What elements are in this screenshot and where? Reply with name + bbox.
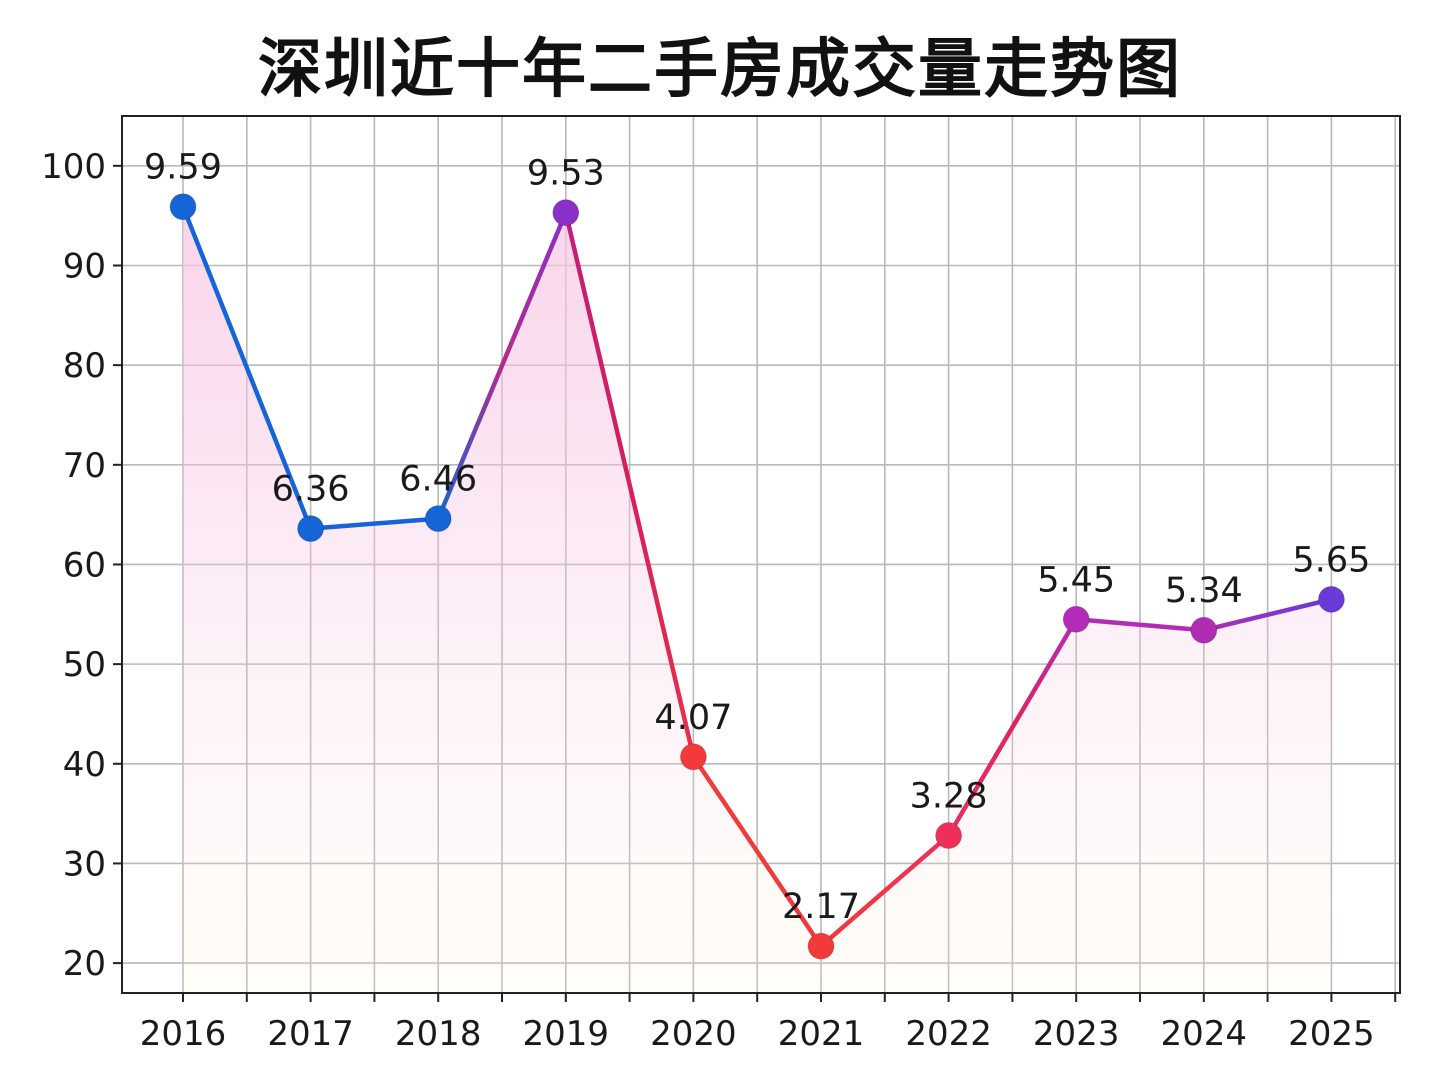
y-tick-label: 100 [41, 147, 106, 187]
y-axis: 20 30 40 50 60 70 80 90 100 [41, 147, 122, 984]
plot-frame [121, 115, 1401, 994]
line-segment [308, 516, 441, 531]
data-label-2023: 5.45 [1037, 560, 1115, 600]
x-tick-label-2016: 2016 [140, 1014, 227, 1054]
series-line [180, 204, 1334, 949]
line-segment [691, 754, 824, 949]
data-point-2025 [1317, 585, 1345, 613]
data-label-2022: 3.28 [910, 777, 988, 817]
line-segment [946, 617, 1079, 838]
data-point-2021 [807, 932, 835, 960]
y-tick-label: 50 [63, 645, 106, 685]
y-tick-label: 70 [63, 446, 106, 486]
y-tick-label: 20 [63, 944, 106, 984]
x-tick-label-2023: 2023 [1033, 1014, 1120, 1054]
x-axis: 2016 2017 2018 2019 2020 2021 2022 2023 2024 2025 [140, 993, 1397, 1054]
data-point-2016 [169, 193, 197, 221]
y-tick-label: 40 [63, 745, 106, 785]
data-points [169, 193, 1345, 960]
x-tick-label-2021: 2021 [778, 1014, 865, 1054]
data-point-2018 [424, 505, 452, 533]
data-point-2017 [297, 515, 325, 543]
x-tick-label-2022: 2022 [905, 1014, 992, 1054]
data-label-2018: 6.46 [399, 460, 477, 500]
x-tick-label-2024: 2024 [1161, 1014, 1248, 1054]
line-segment [818, 833, 951, 949]
line-segment [1201, 597, 1334, 633]
y-tick-label: 80 [63, 346, 106, 386]
data-label-2019: 9.53 [527, 154, 605, 194]
area-shape [183, 206, 1332, 994]
x-tick-label-2018: 2018 [395, 1014, 482, 1054]
x-tick-label-2025: 2025 [1288, 1014, 1375, 1054]
chart-title: 深圳近十年二手房成交量走势图 [258, 33, 1182, 107]
data-point-2019 [552, 199, 580, 227]
line-segment [435, 210, 569, 521]
data-point-2023 [1062, 605, 1090, 633]
data-label-2021: 2.17 [782, 887, 860, 927]
y-tick-label: 90 [63, 246, 106, 286]
area-fill [183, 206, 1332, 994]
data-label-2024: 5.34 [1165, 571, 1243, 611]
data-label-2025: 5.65 [1292, 540, 1370, 580]
data-point-2020 [679, 743, 707, 771]
data-label-2017: 6.36 [272, 470, 350, 510]
x-tick-label-2020: 2020 [650, 1014, 737, 1054]
x-tick-label-2017: 2017 [267, 1014, 354, 1054]
data-labels: 9.59 6.36 6.46 9.53 4.07 2.17 3.28 5.45 5.34 5.65 [144, 148, 1370, 927]
line-segment [180, 204, 313, 531]
line-segment [1073, 617, 1207, 633]
data-label-2016: 9.59 [144, 148, 222, 188]
plot-border [121, 115, 1401, 994]
data-point-2022 [935, 822, 963, 850]
y-tick-label: 60 [63, 545, 106, 585]
line-segment [563, 210, 696, 760]
data-point-2024 [1190, 616, 1218, 644]
x-tick-label-2019: 2019 [523, 1014, 610, 1054]
data-label-2020: 4.07 [654, 698, 732, 738]
y-tick-label: 30 [63, 844, 106, 884]
